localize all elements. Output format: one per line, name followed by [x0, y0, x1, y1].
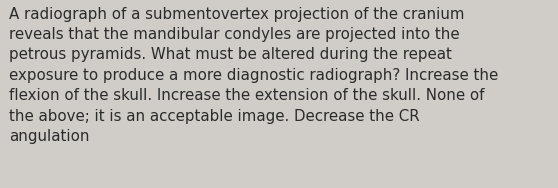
Text: A radiograph of a submentovertex projection of the cranium
reveals that the mand: A radiograph of a submentovertex project… — [9, 7, 498, 144]
